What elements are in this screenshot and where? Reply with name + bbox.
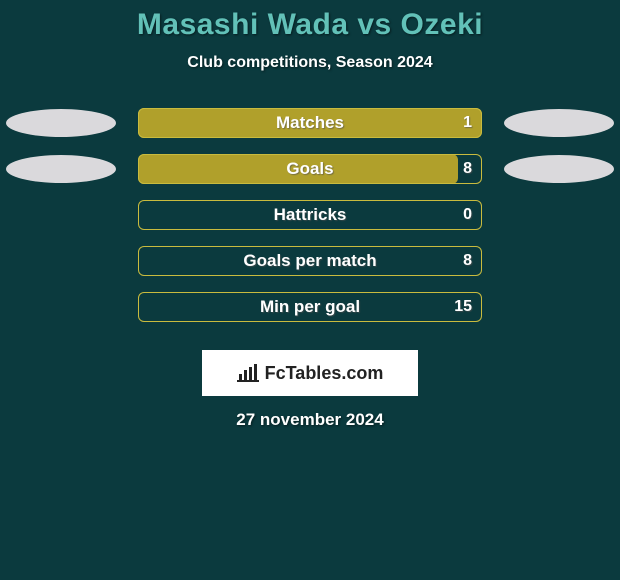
stat-value: 15 — [454, 298, 472, 316]
stat-bar-border — [138, 292, 482, 322]
comparison-infographic: Masashi Wada vs Ozeki Club competitions,… — [0, 0, 620, 430]
left-marker — [6, 247, 116, 275]
stat-row: Goals per match8 — [0, 238, 620, 284]
stat-bar-fill — [138, 108, 482, 138]
stat-label: Hattricks — [138, 205, 482, 225]
left-marker — [6, 293, 116, 321]
stat-row: Hattricks0 — [0, 192, 620, 238]
stat-bar-border — [138, 246, 482, 276]
stat-bar: Goals per match8 — [138, 246, 482, 276]
stats-block: Matches1Goals8Hattricks0Goals per match8… — [0, 100, 620, 330]
stat-value: 0 — [463, 206, 472, 224]
stat-row: Min per goal15 — [0, 284, 620, 330]
chart-icon — [237, 364, 259, 382]
right-marker — [504, 293, 614, 321]
stat-label: Min per goal — [138, 297, 482, 317]
right-marker — [504, 247, 614, 275]
right-marker — [504, 109, 614, 137]
logo-text: FcTables.com — [265, 363, 384, 384]
right-marker — [504, 155, 614, 183]
stat-bar: Min per goal15 — [138, 292, 482, 322]
stat-row: Matches1 — [0, 100, 620, 146]
stat-value: 8 — [463, 252, 472, 270]
left-marker — [6, 155, 116, 183]
stat-bar: Hattricks0 — [138, 200, 482, 230]
stat-bar-fill — [138, 154, 458, 184]
source-logo: FcTables.com — [202, 350, 418, 396]
stat-bar: Goals8 — [138, 154, 482, 184]
page-subtitle: Club competitions, Season 2024 — [0, 54, 620, 72]
stat-value: 8 — [463, 160, 472, 178]
page-title: Masashi Wada vs Ozeki — [0, 8, 620, 42]
right-marker — [504, 201, 614, 229]
left-marker — [6, 109, 116, 137]
stat-label: Goals per match — [138, 251, 482, 271]
left-marker — [6, 201, 116, 229]
stat-row: Goals8 — [0, 146, 620, 192]
stat-bar-border — [138, 200, 482, 230]
stat-bar: Matches1 — [138, 108, 482, 138]
date-footer: 27 november 2024 — [0, 410, 620, 430]
